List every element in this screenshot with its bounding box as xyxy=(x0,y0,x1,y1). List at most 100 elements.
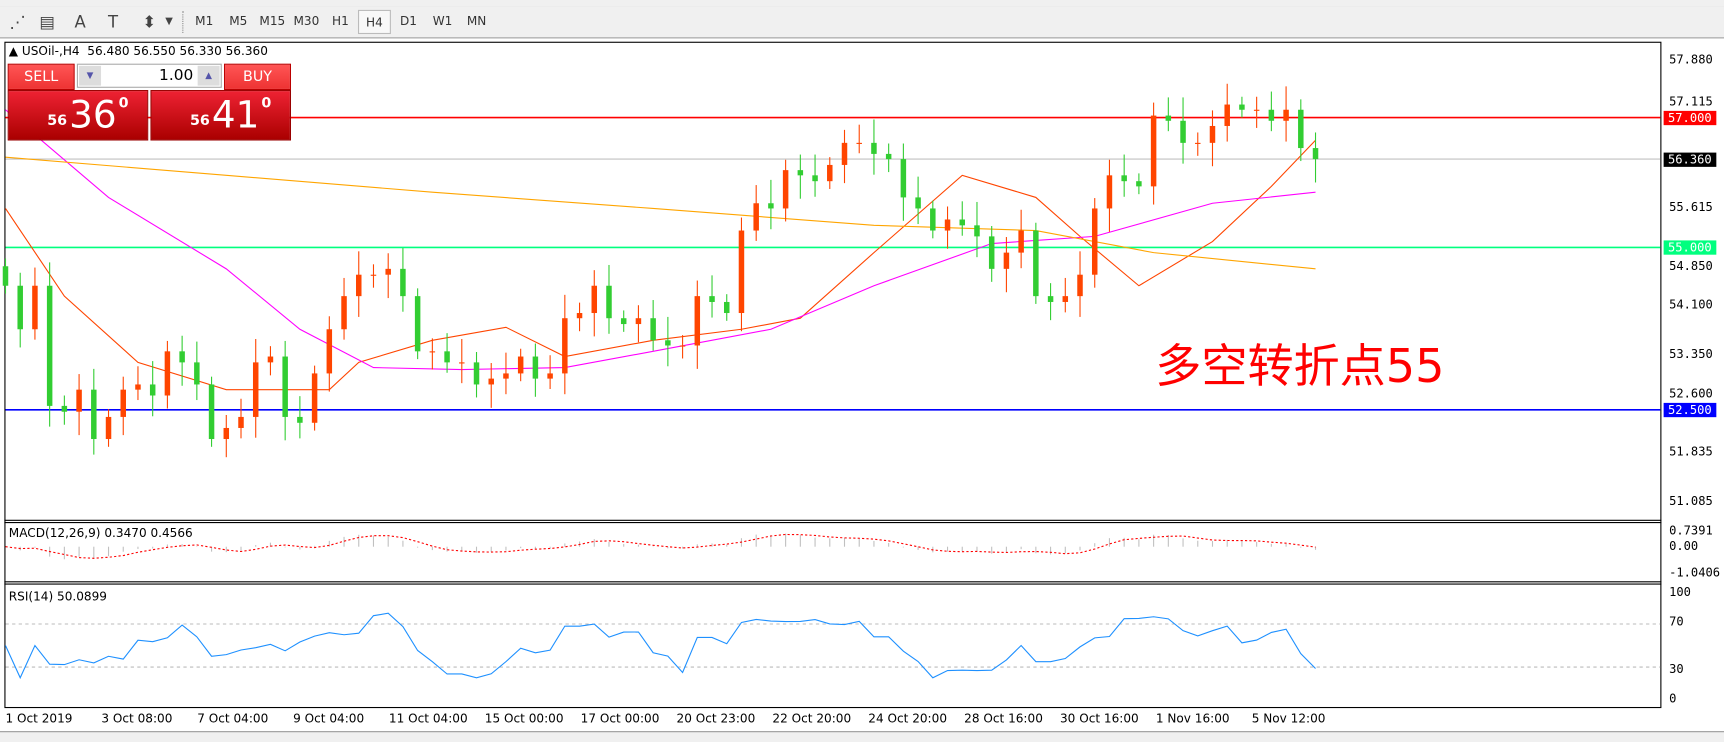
buy-button[interactable]: BUY xyxy=(224,63,291,91)
chart-annotation-text: 多空转折点55 xyxy=(1155,339,1445,394)
candle-body xyxy=(1253,109,1260,111)
timeframe-w1[interactable]: W1 xyxy=(432,14,453,29)
rsi-line xyxy=(4,612,1316,680)
candle xyxy=(91,368,97,455)
candle-body xyxy=(591,285,598,314)
candle xyxy=(2,258,9,294)
candle xyxy=(76,374,82,436)
rsi-axis-label: 30 xyxy=(1669,661,1684,677)
candle-body xyxy=(562,318,568,374)
candle-body xyxy=(385,268,391,275)
candle-body xyxy=(635,318,642,325)
candle-body xyxy=(768,203,774,209)
candle-body xyxy=(91,389,97,440)
candle-body xyxy=(46,285,53,406)
candle xyxy=(1033,222,1039,304)
candle xyxy=(1209,110,1216,167)
buy-price-prefix: 56 xyxy=(189,113,210,130)
text-label-icon[interactable]: T xyxy=(108,12,119,32)
dropdown-arrow-icon[interactable]: ▼ xyxy=(165,16,173,28)
candle xyxy=(326,316,333,392)
timeframe-d1[interactable]: D1 xyxy=(400,14,417,29)
candle xyxy=(459,338,465,384)
candle-body xyxy=(1268,109,1275,121)
volume-stepper[interactable]: ▼ 1.00 ▲ xyxy=(76,63,222,88)
candle xyxy=(238,398,244,439)
candle xyxy=(959,201,966,236)
rsi-axis-label: 100 xyxy=(1669,585,1691,600)
candle-body xyxy=(252,362,259,417)
candle xyxy=(267,346,274,376)
candle-body xyxy=(1018,230,1024,253)
chart-ohlc-label: USOil-,H4 56.480 56.550 56.330 56.360 xyxy=(21,43,268,59)
one-click-trading-panel: SELL ▼ 1.00 ▲ BUY 56 36 0 56 41 0 xyxy=(7,63,291,141)
candle-body xyxy=(459,362,465,364)
candle xyxy=(444,333,450,373)
text-icon[interactable]: A xyxy=(74,12,86,32)
candle-body xyxy=(1062,296,1069,302)
candle-body xyxy=(547,373,553,379)
timeframe-m5[interactable]: M5 xyxy=(229,14,248,29)
timeframe-mn[interactable]: MN xyxy=(466,14,487,29)
candle xyxy=(32,267,38,340)
candle-body xyxy=(1003,252,1010,269)
candle-body xyxy=(532,356,539,379)
candle xyxy=(1018,209,1024,269)
candle xyxy=(1077,251,1083,317)
timeframe-m30[interactable]: M30 xyxy=(293,14,320,29)
buy-price-button[interactable]: 56 41 0 xyxy=(150,90,291,141)
candle xyxy=(341,277,347,340)
macd-axis-label: -1.0406 xyxy=(1669,565,1721,580)
candle xyxy=(1091,198,1098,288)
candle xyxy=(1224,83,1230,142)
candle-body xyxy=(473,362,480,385)
candle xyxy=(46,262,53,427)
candle xyxy=(1165,97,1172,132)
candle-body xyxy=(32,285,38,330)
candle xyxy=(1121,154,1127,197)
timeframe-h1[interactable]: H1 xyxy=(332,14,349,29)
sell-price-button[interactable]: 56 36 0 xyxy=(7,90,149,141)
candle-body xyxy=(753,203,759,231)
moving-average-line xyxy=(5,109,1316,371)
candle-body xyxy=(944,219,951,231)
candle-body xyxy=(1106,175,1113,209)
candle-body xyxy=(1047,296,1054,302)
candle xyxy=(988,225,995,282)
candle-body xyxy=(429,351,436,353)
candle-body xyxy=(1077,274,1083,297)
price-axis-label: 52.600 xyxy=(1669,386,1713,401)
candle xyxy=(1195,132,1201,156)
fibonacci-expansion-icon[interactable]: ⋰ xyxy=(9,12,26,32)
price-axis-label: 54.850 xyxy=(1669,259,1713,274)
fibonacci-fan-icon[interactable]: ▤ xyxy=(39,12,56,32)
candle-body xyxy=(812,175,818,182)
timeframe-m15[interactable]: M15 xyxy=(259,14,286,29)
candle xyxy=(930,200,936,239)
timeframe-h4[interactable]: H4 xyxy=(357,9,391,35)
candle-body xyxy=(2,266,9,286)
buy-price-big: 41 xyxy=(211,93,260,138)
timeframe-m1[interactable]: M1 xyxy=(195,14,214,29)
arrows-icon[interactable]: ⬍ xyxy=(142,12,157,32)
candle-body xyxy=(620,318,627,325)
price-axis-label: 55.615 xyxy=(1669,199,1713,215)
candle-body xyxy=(738,230,745,314)
volume-increase-button[interactable]: ▲ xyxy=(197,65,220,86)
date-axis-label: 28 Oct 16:00 xyxy=(964,711,1043,726)
sell-button[interactable]: SELL xyxy=(7,63,75,91)
candle-body xyxy=(885,153,892,160)
candle xyxy=(223,414,230,458)
chart-tabs-bar[interactable] xyxy=(0,731,1724,742)
candle-body xyxy=(105,416,112,440)
candle xyxy=(1298,99,1304,162)
date-axis-label: 20 Oct 23:00 xyxy=(676,711,756,726)
volume-decrease-button[interactable]: ▼ xyxy=(79,65,102,86)
candle-body xyxy=(503,373,509,379)
candle-body xyxy=(650,318,656,341)
volume-input[interactable]: 1.00 xyxy=(159,66,194,85)
chart-window[interactable] xyxy=(4,41,1662,709)
candle-body xyxy=(1136,181,1142,187)
candle xyxy=(576,302,583,332)
